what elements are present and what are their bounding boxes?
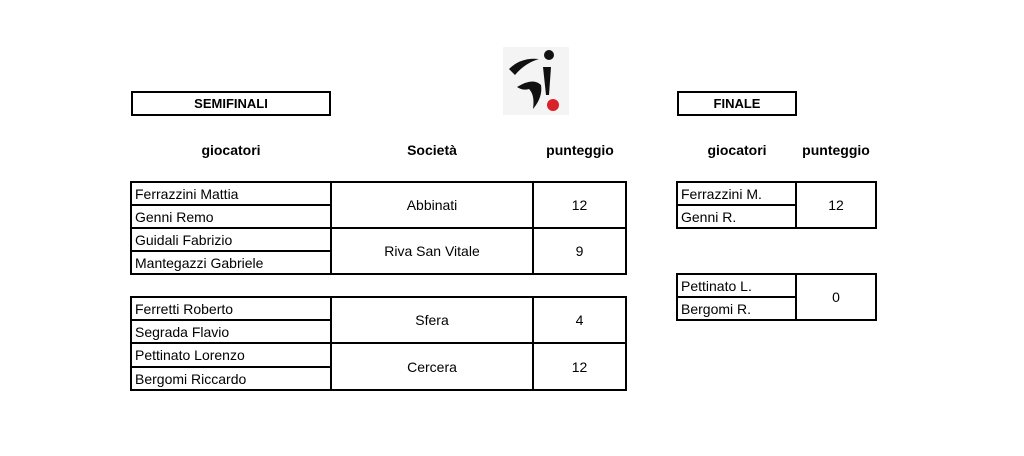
finale-title: FINALE: [677, 91, 797, 116]
score-cell: 9: [533, 228, 626, 274]
score-cell: 0: [796, 274, 876, 320]
header-societa: Società: [407, 142, 457, 158]
finale-header-giocatori: giocatori: [707, 142, 767, 158]
player-cell: Ferretti Roberto: [131, 297, 331, 320]
header-giocatori: giocatori: [201, 142, 261, 158]
player-cell: Bergomi Riccardo: [131, 367, 331, 390]
finale-header-punteggio: punteggio: [802, 142, 870, 158]
player-cell: Segrada Flavio: [131, 320, 331, 343]
societa-cell: Cercera: [331, 343, 533, 390]
player-cell: Ferrazzini M.: [677, 182, 796, 205]
semifinali-title: SEMIFINALI: [131, 91, 331, 116]
score-cell: 4: [533, 297, 626, 343]
player-cell: Mantegazzi Gabriele: [131, 251, 331, 274]
societa-cell: Riva San Vitale: [331, 228, 533, 274]
score-cell: 12: [533, 182, 626, 228]
societa-cell: Sfera: [331, 297, 533, 343]
player-cell: Ferrazzini Mattia: [131, 182, 331, 205]
player-cell: Bergomi R.: [677, 297, 796, 320]
player-cell: Pettinato L.: [677, 274, 796, 297]
societa-cell: Abbinati: [331, 182, 533, 228]
player-cell: Guidali Fabrizio: [131, 228, 331, 251]
player-cell: Genni R.: [677, 205, 796, 228]
player-cell: Genni Remo: [131, 205, 331, 228]
score-cell: 12: [533, 343, 626, 390]
bocce-player-logo: [503, 47, 569, 115]
header-punteggio: punteggio: [546, 142, 614, 158]
score-cell: 12: [796, 182, 876, 228]
player-cell: Pettinato Lorenzo: [131, 343, 331, 367]
